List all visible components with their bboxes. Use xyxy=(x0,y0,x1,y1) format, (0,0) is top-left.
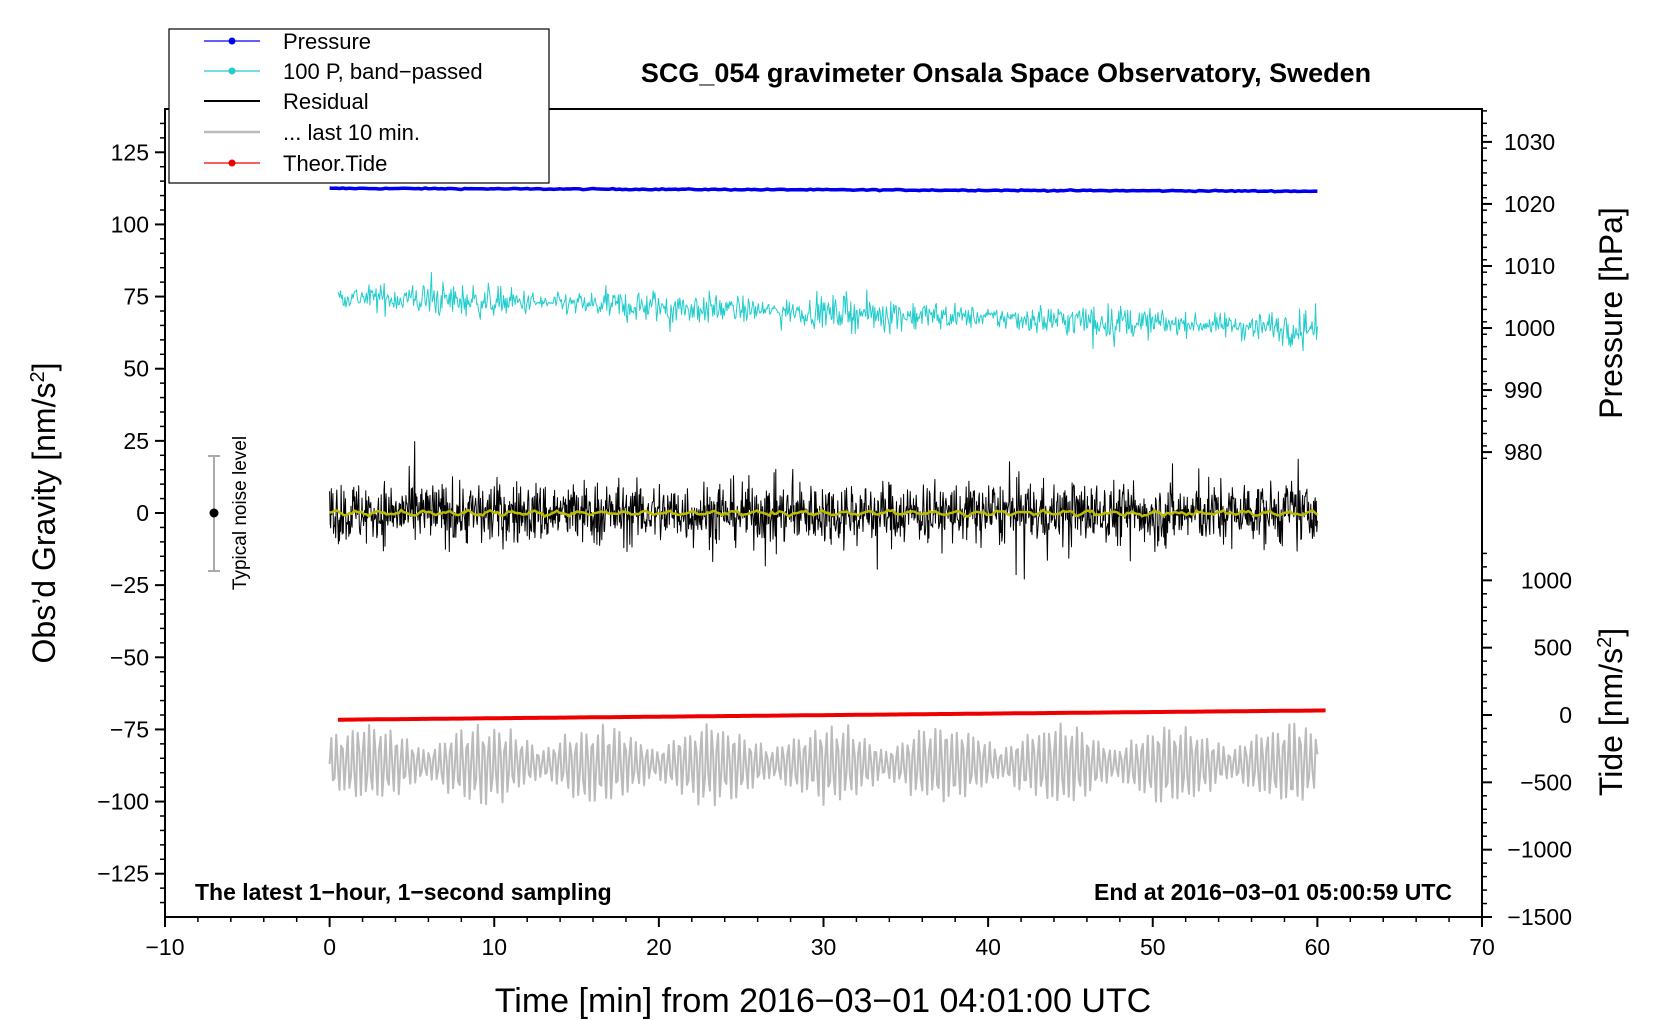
tide-tick-label: 1000 xyxy=(1521,567,1572,593)
y-axis-label-left: Obs’d Gravity [nm/s2] xyxy=(26,363,62,664)
series-band-passed xyxy=(337,271,1318,352)
y-tick-label-left: 0 xyxy=(136,500,149,526)
y-axis-label-pressure: Pressure [hPa] xyxy=(1593,207,1629,419)
noise-indicator: Typical noise level xyxy=(208,436,251,590)
y-tick-label-left: −25 xyxy=(110,572,149,598)
tide-tick-label: −1500 xyxy=(1507,904,1572,930)
x-tick-label: 40 xyxy=(975,934,1001,960)
x-tick-label: 0 xyxy=(323,934,336,960)
pressure-tick-label: 1020 xyxy=(1504,191,1555,217)
legend-box xyxy=(168,28,550,184)
series-residual xyxy=(329,441,1318,580)
noise-bar-center-dot xyxy=(209,508,219,518)
y-axis-label-tide-text: Tide [nm/s xyxy=(1593,648,1629,796)
x-tick-label: 70 xyxy=(1469,934,1495,960)
y-tick-label-left: −50 xyxy=(110,644,149,670)
y-tick-label-left: −100 xyxy=(97,789,149,815)
y-axis-label-left-text: Obs’d Gravity [nm/s xyxy=(26,383,62,664)
legend-entry-band-passed: 100 P, band−passed xyxy=(204,59,483,84)
x-tick-label: −10 xyxy=(145,934,184,960)
pressure-tick-label: 1030 xyxy=(1504,129,1555,155)
y-tick-label-left: 75 xyxy=(123,284,149,310)
legend-label-pressure: Pressure xyxy=(283,29,371,54)
pressure-tick-label: 980 xyxy=(1504,439,1542,465)
pressure-tick-label: 990 xyxy=(1504,377,1542,403)
legend-label-band-passed: 100 P, band−passed xyxy=(283,59,483,84)
legend: Pressure 100 P, band−passed Residual ...… xyxy=(168,28,550,184)
legend-entry-pressure: Pressure xyxy=(204,29,371,54)
y-tick-label-left: −75 xyxy=(110,716,149,742)
legend-marker-band-passed xyxy=(228,67,236,75)
legend-marker-theor-tide xyxy=(228,159,236,167)
series-theor-tide xyxy=(337,708,1326,722)
axes-layer: −10 0 10 20 30 40 50 60 701251007550250−25−50−75… xyxy=(97,110,1572,960)
y-axis-label-tide: Tide [nm/s2] xyxy=(1593,628,1629,796)
x-tick-label: 50 xyxy=(1140,934,1166,960)
pressure-tick-label: 1000 xyxy=(1504,315,1555,341)
series-pressure xyxy=(329,186,1318,194)
y-axis-label-left-sup: 2 xyxy=(27,371,49,382)
tide-tick-label: 0 xyxy=(1559,702,1572,728)
y-axis-label-tide-sup: 2 xyxy=(1594,637,1616,648)
legend-label-residual: Residual xyxy=(283,89,369,114)
tide-tick-label: −1000 xyxy=(1507,837,1572,863)
legend-label-theor-tide: Theor.Tide xyxy=(283,151,387,176)
series-layer xyxy=(328,186,1326,807)
legend-marker-pressure xyxy=(228,37,236,45)
legend-entry-last-10-min: ... last 10 min. xyxy=(204,120,420,145)
x-tick-label: 60 xyxy=(1305,934,1331,960)
y-tick-label-left: −125 xyxy=(97,861,149,887)
y-tick-label-left: 25 xyxy=(123,428,149,454)
series-residual-smoothed xyxy=(329,508,1319,518)
annotation-left: The latest 1−hour, 1−second sampling xyxy=(195,879,612,905)
legend-label-last-10-min: ... last 10 min. xyxy=(283,120,420,145)
y-tick-label-left: 125 xyxy=(111,139,149,165)
x-tick-label: 30 xyxy=(811,934,837,960)
x-tick-label: 10 xyxy=(481,934,507,960)
legend-entry-theor-tide: Theor.Tide xyxy=(204,151,387,176)
series-last-10-min xyxy=(328,722,1319,807)
y-tick-label-left: 100 xyxy=(111,211,149,237)
tide-tick-label: −500 xyxy=(1520,769,1572,795)
x-axis-label: Time [min] from 2016−03−01 04:01:00 UTC xyxy=(495,982,1151,1020)
annotation-right: End at 2016−03−01 05:00:59 UTC xyxy=(1094,879,1452,905)
pressure-tick-label: 1010 xyxy=(1504,253,1555,279)
y-tick-label-left: 50 xyxy=(123,356,149,382)
x-tick-label: 20 xyxy=(646,934,672,960)
legend-entry-residual: Residual xyxy=(204,89,369,114)
tide-tick-label: 500 xyxy=(1534,635,1572,661)
y-axis-label-left-close: ] xyxy=(26,363,62,372)
chart-title: SCG_054 gravimeter Onsala Space Observat… xyxy=(641,58,1371,88)
y-axis-label-tide-close: ] xyxy=(1593,628,1629,637)
noise-label: Typical noise level xyxy=(230,436,251,590)
